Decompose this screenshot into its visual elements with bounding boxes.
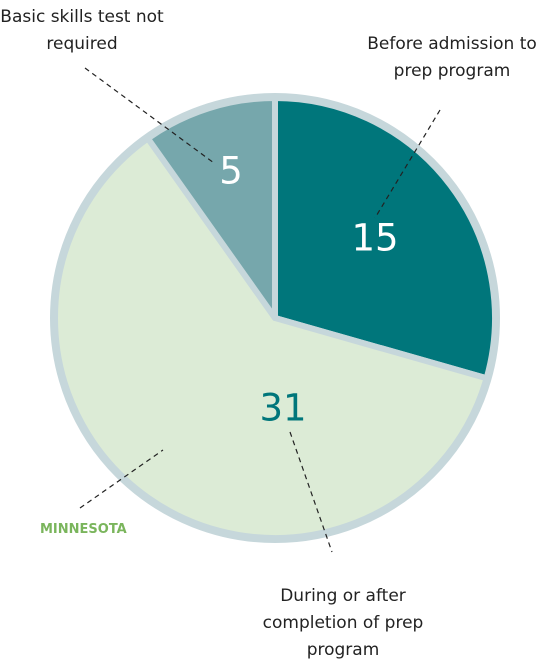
category-label: During or after completion of prep progr… bbox=[262, 586, 424, 660]
value-label: 15 bbox=[351, 217, 398, 260]
category-label: Before admission to prep program bbox=[367, 34, 537, 81]
leader-line bbox=[289, 431, 333, 553]
leader-line bbox=[79, 449, 164, 509]
leader-line bbox=[374, 109, 441, 219]
slices bbox=[52, 95, 498, 541]
value-label: 5 bbox=[219, 150, 243, 193]
pie-border bbox=[50, 93, 500, 543]
value-labels: 15 31 5 bbox=[219, 150, 398, 430]
annotation: MINNESOTA bbox=[40, 522, 127, 537]
category-label: Basic skills test not required bbox=[0, 7, 164, 54]
value-label: 31 bbox=[259, 387, 306, 430]
